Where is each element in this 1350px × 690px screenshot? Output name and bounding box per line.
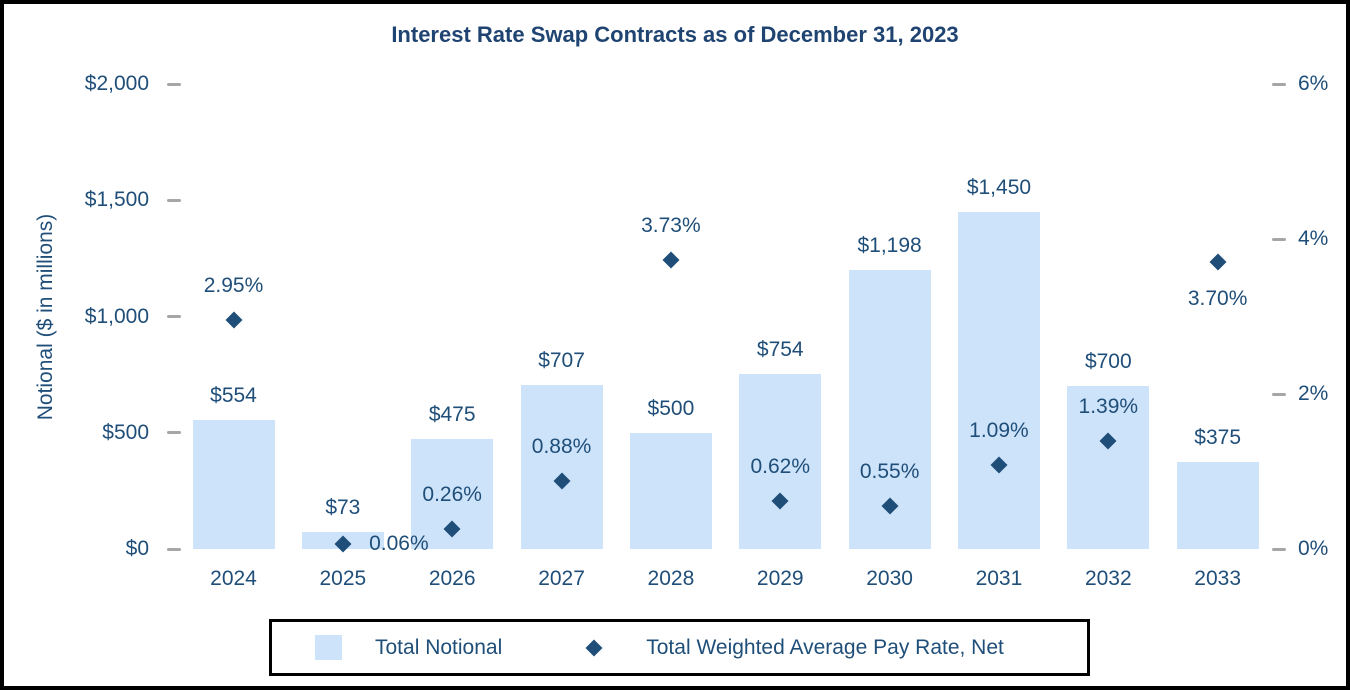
bar-2024 — [192, 420, 275, 549]
bar-value-label-2024: $554 — [210, 384, 257, 408]
left-axis-tick-label: $1,500 — [84, 188, 149, 212]
bar-value-label-2026: $475 — [428, 402, 476, 426]
rate-label-2031: 1.09% — [969, 418, 1029, 442]
legend-diamond-marker-icon — [585, 639, 603, 656]
left-axis-tick — [167, 82, 181, 86]
rate-label-2029: 0.62% — [750, 454, 811, 478]
left-axis-tick-label: $1,000 — [84, 304, 149, 328]
right-axis-tick — [1272, 237, 1286, 241]
x-axis-label-2025: 2025 — [319, 567, 367, 590]
bar-value-label-2031: $1,450 — [966, 175, 1032, 199]
bar-value-label-2029: $754 — [756, 337, 804, 361]
chart-title: Interest Rate Swap Contracts as of Decem… — [391, 22, 959, 47]
right-axis-tick-label: 6% — [1298, 72, 1329, 95]
bar-value-label-2030: $1,198 — [857, 234, 922, 258]
right-axis-tick-label: 4% — [1298, 227, 1329, 250]
bar-2027 — [520, 384, 603, 549]
bar-2029 — [739, 373, 822, 549]
x-axis-label-2031: 2031 — [975, 567, 1023, 590]
rate-label-2027: 0.88% — [531, 434, 592, 458]
x-axis-label-2032: 2032 — [1084, 567, 1132, 590]
right-axis-tick — [1272, 392, 1286, 396]
rate-label-2026: 0.26% — [422, 482, 482, 506]
left-axis-tick — [167, 198, 181, 202]
bar-value-label-2033: $375 — [1194, 425, 1241, 449]
left-axis-tick-label: $0 — [125, 537, 149, 560]
bar-2028 — [629, 432, 712, 549]
bar-2032 — [1067, 386, 1150, 549]
left-axis-tick — [167, 547, 181, 551]
rate-label-2033: 3.70% — [1187, 287, 1248, 311]
bar-value-label-2025: $73 — [325, 496, 361, 520]
bar-2033 — [1176, 461, 1259, 549]
x-axis-label-2033: 2033 — [1194, 567, 1241, 590]
rate-label-2030: 0.55% — [859, 460, 920, 484]
left-axis-tick-label: $500 — [102, 420, 149, 444]
rate-label-2024: 2.95% — [203, 274, 264, 298]
diamond-marker-2033 — [1209, 253, 1227, 271]
right-axis-tick — [1272, 547, 1286, 551]
right-axis-tick-label: 0% — [1298, 537, 1329, 560]
legend-swatch-total-notional — [315, 635, 342, 660]
left-axis-tick-label: $2,000 — [84, 72, 149, 95]
right-axis-tick-label: 2% — [1298, 382, 1329, 405]
legend: Total Notional Total Weighted Average Pa… — [269, 619, 1090, 676]
x-axis-label-2030: 2030 — [866, 567, 913, 590]
bar-value-label-2028: $500 — [647, 396, 695, 420]
rate-label-2032: 1.39% — [1078, 395, 1139, 419]
bar-2031 — [957, 211, 1040, 549]
x-axis-label-2024: 2024 — [210, 567, 257, 590]
x-axis-label-2028: 2028 — [647, 567, 695, 590]
x-axis-label-2027: 2027 — [538, 567, 585, 590]
legend-label-total-notional: Total Notional — [375, 635, 503, 659]
x-axis-label-2029: 2029 — [756, 567, 804, 590]
x-axis-label-2026: 2026 — [428, 567, 476, 590]
bar-value-label-2027: $707 — [538, 348, 585, 372]
right-axis-tick — [1272, 82, 1286, 86]
left-axis-tick — [167, 315, 181, 318]
rate-label-2025: 0.06% — [369, 532, 429, 556]
legend-label-pay-rate: Total Weighted Average Pay Rate, Net — [646, 635, 1004, 659]
diamond-marker-2028 — [662, 251, 680, 269]
rate-label-2028: 3.73% — [641, 213, 701, 237]
left-axis-tick — [167, 431, 181, 435]
diamond-marker-2024 — [225, 311, 242, 329]
bar-value-label-2032: $700 — [1084, 350, 1132, 374]
